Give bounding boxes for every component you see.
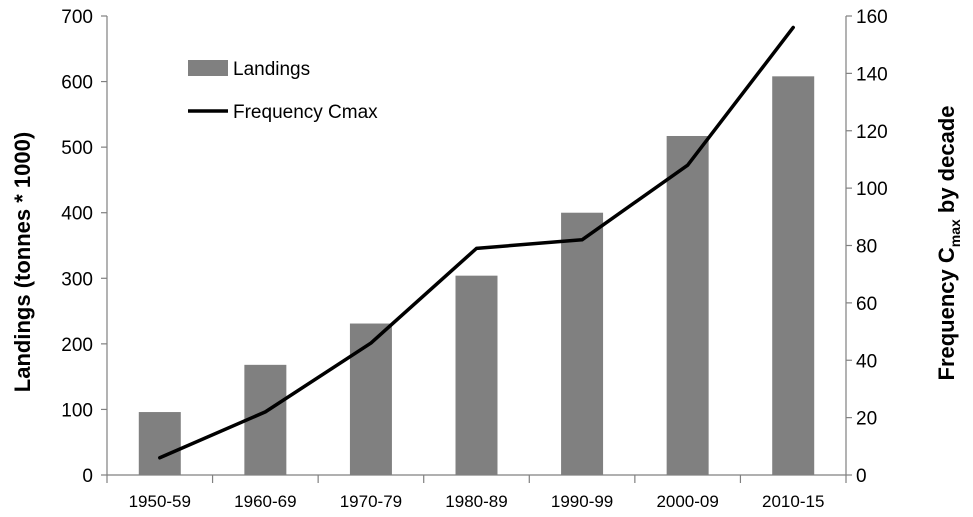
legend: Landings Frequency Cmax [188,59,378,123]
y-tick-label: 0 [82,466,93,487]
y-tick-label: 600 [61,73,93,94]
y2-axis-title-subscript: max [947,219,963,247]
y2-tick-label: 120 [856,122,888,143]
y2-axis-title-prefix: Frequency C [934,247,959,380]
y2-tick-label: 40 [856,351,877,372]
x-tick-label: 1950-59 [129,492,191,511]
bar-1950-59 [138,412,181,475]
legend-label-landings: Landings [233,59,310,80]
y2-tick-label: 160 [856,7,888,28]
x-tick-label: 1990-99 [551,492,613,511]
bar-1990-99 [561,212,604,475]
y2-tick-label: 140 [856,64,888,85]
bar-2010-15 [772,76,815,475]
ticks-layer: 0 100 200 300 400 500 600 700 0 20 40 60 80 100 120 140… [61,7,887,511]
y2-tick-label: 0 [856,466,867,487]
x-tick-label: 2010-15 [762,492,824,511]
x-tick-label: 2000-09 [656,492,718,511]
y-tick-label: 500 [61,138,93,159]
bar-1980-89 [455,275,498,475]
y-axis-title: Landings (tonnes * 1000) [10,132,35,392]
x-tick-label: 1970-79 [340,492,402,511]
x-tick-label: 1980-89 [445,492,507,511]
line-layer [158,25,795,460]
bar-2000-09 [666,135,709,475]
bar-1960-69 [244,364,287,475]
y2-axis-title-suffix: by decade [934,105,959,219]
y-tick-label: 300 [61,269,93,290]
y2-tick-label: 100 [856,179,888,200]
y-tick-label: 100 [61,400,93,421]
y-tick-label: 200 [61,335,93,356]
y2-tick-label: 80 [856,237,877,258]
y-tick-label: 700 [61,7,93,28]
frequency-line [158,25,795,460]
y2-axis-title: Frequency Cmax by decade [934,105,963,380]
x-tick-label: 1960-69 [234,492,296,511]
legend-swatch-landings [188,60,228,76]
y-tick-label: 400 [61,204,93,225]
bars-layer [138,76,815,475]
y2-tick-label: 60 [856,294,877,315]
y2-tick-label: 20 [856,409,877,430]
bar-1970-79 [349,323,392,475]
legend-label-frequency: Frequency Cmax [233,102,378,123]
